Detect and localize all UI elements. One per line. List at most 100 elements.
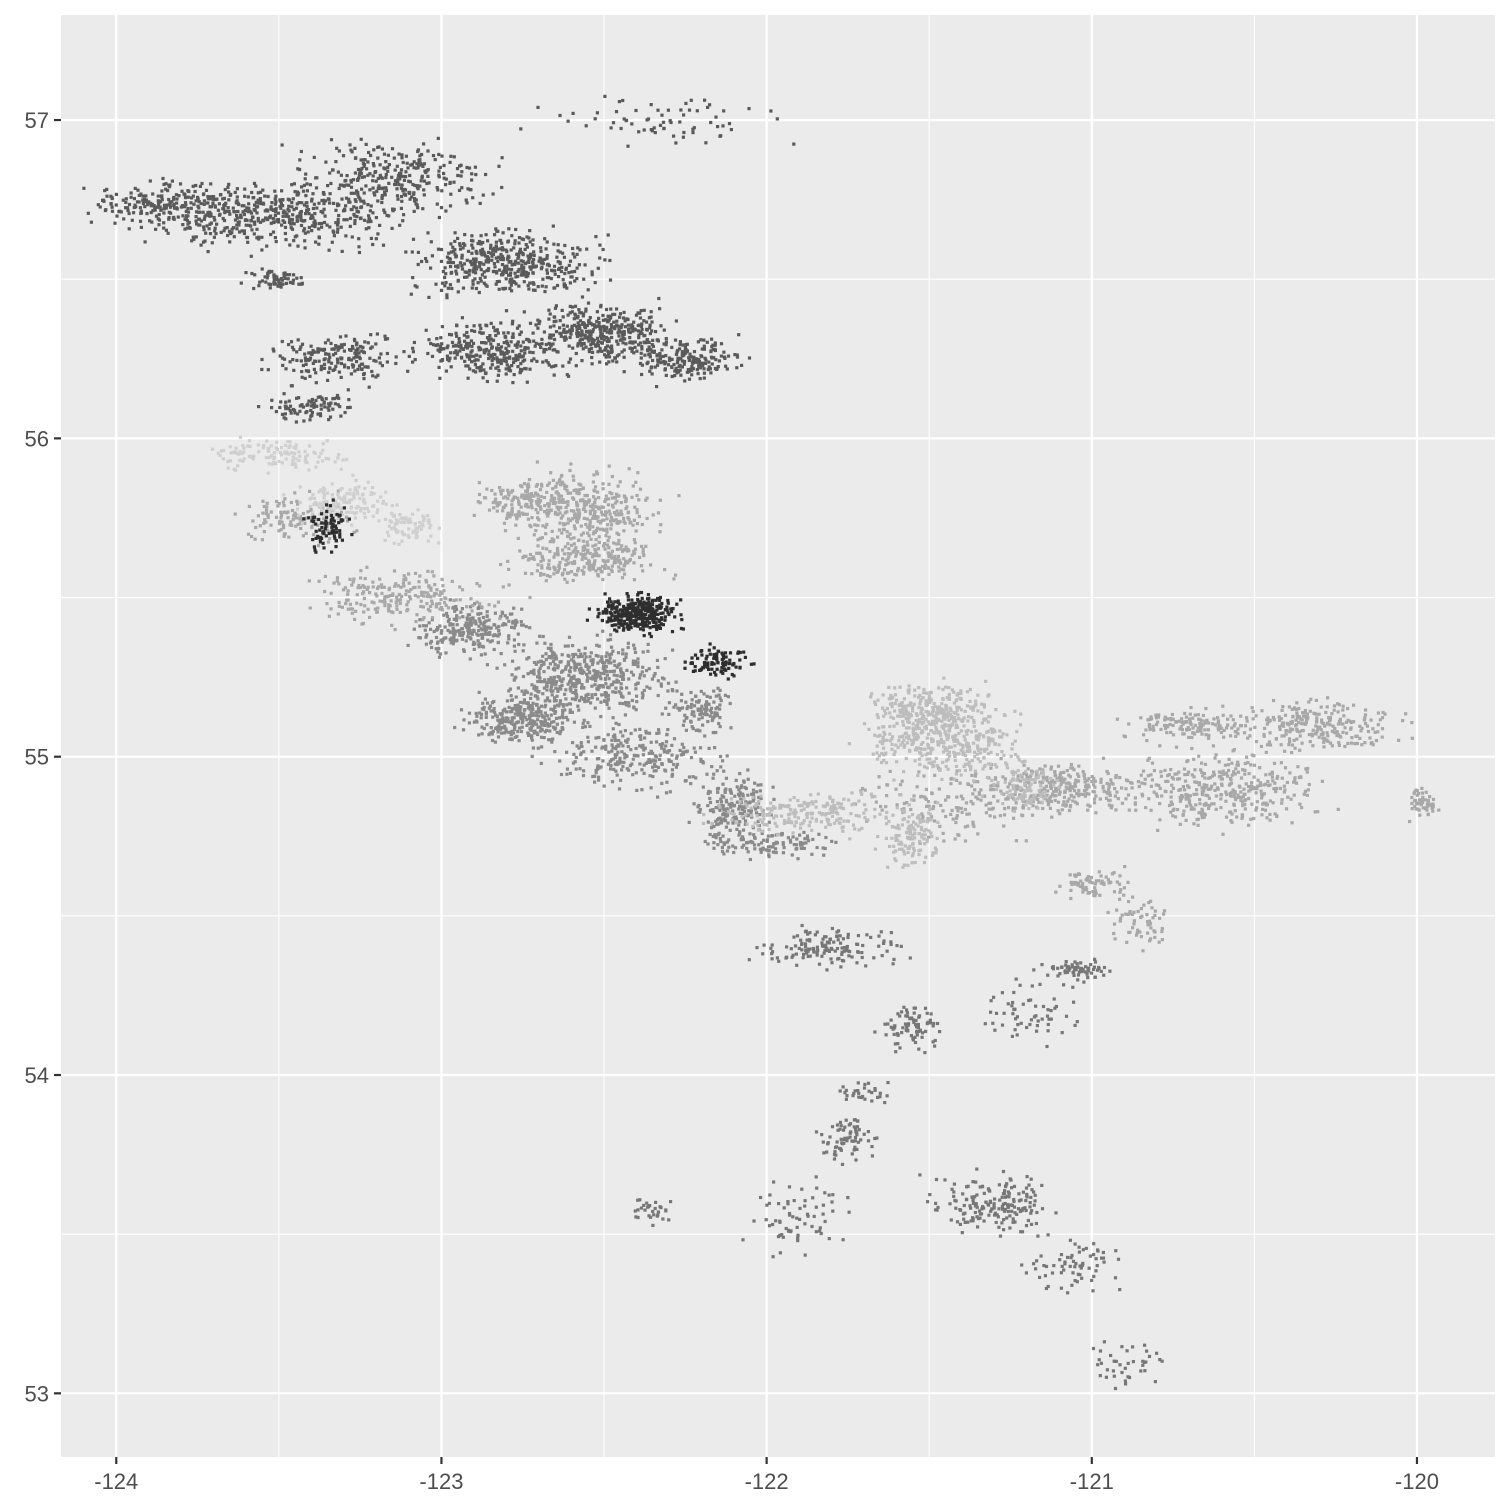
data-point <box>609 329 614 333</box>
data-point <box>772 797 776 801</box>
data-point <box>89 220 93 224</box>
data-point <box>567 673 571 677</box>
data-point <box>451 344 456 348</box>
data-point <box>303 376 307 380</box>
data-point <box>494 713 498 717</box>
data-point <box>340 249 344 253</box>
data-point <box>252 181 257 185</box>
data-point <box>425 633 429 637</box>
data-point <box>690 702 694 707</box>
data-point <box>452 180 456 184</box>
data-point <box>300 375 304 379</box>
data-point <box>214 197 218 202</box>
data-point <box>749 809 753 813</box>
data-point <box>650 372 654 376</box>
data-point <box>572 720 576 724</box>
data-point <box>575 665 579 669</box>
data-point <box>558 702 562 706</box>
data-point <box>529 711 533 715</box>
data-point <box>502 353 506 357</box>
data-point <box>620 576 625 580</box>
data-point <box>126 208 130 212</box>
data-point <box>324 199 328 203</box>
data-point <box>741 792 745 796</box>
data-point <box>399 174 403 178</box>
data-point <box>645 341 649 345</box>
data-point <box>578 319 583 323</box>
data-point <box>119 210 123 214</box>
data-point <box>536 326 540 330</box>
data-point <box>376 232 380 236</box>
data-point <box>605 362 609 366</box>
data-point <box>607 659 611 663</box>
data-point <box>601 685 605 689</box>
data-point <box>539 482 544 486</box>
data-point <box>608 328 612 332</box>
data-point <box>167 210 171 214</box>
data-point <box>149 201 153 205</box>
data-point <box>607 572 611 576</box>
data-point <box>503 719 507 723</box>
data-point <box>300 342 305 346</box>
data-point <box>354 360 359 364</box>
data-point <box>617 663 621 667</box>
data-point <box>503 358 507 362</box>
data-point <box>450 286 454 291</box>
data-point <box>483 627 487 632</box>
data-point <box>259 190 263 194</box>
data-point <box>639 351 643 355</box>
data-point <box>492 262 496 266</box>
data-point <box>529 696 533 700</box>
data-point <box>660 348 664 352</box>
data-point <box>616 331 620 335</box>
data-point <box>183 201 188 205</box>
data-point <box>467 613 472 617</box>
data-point <box>518 549 522 553</box>
data-point <box>656 358 660 362</box>
data-point <box>617 100 621 104</box>
data-point <box>603 693 607 697</box>
data-point <box>310 413 314 417</box>
data-point <box>445 293 449 297</box>
data-point <box>575 266 579 270</box>
data-point <box>661 120 666 124</box>
data-point <box>535 359 539 363</box>
data-point <box>556 492 560 496</box>
data-point <box>798 833 802 837</box>
data-point <box>719 342 724 346</box>
data-point <box>670 753 674 757</box>
data-point <box>623 756 627 760</box>
data-point <box>285 273 289 277</box>
data-point <box>609 633 613 637</box>
data-point <box>396 173 401 178</box>
data-point <box>336 227 340 231</box>
data-point <box>242 229 246 233</box>
data-point <box>615 323 619 327</box>
data-point <box>286 406 291 411</box>
data-point <box>588 523 592 527</box>
data-point <box>462 718 466 722</box>
data-point <box>692 714 696 718</box>
data-point <box>560 473 564 478</box>
data-point <box>708 367 712 371</box>
data-point <box>494 240 498 244</box>
data-point <box>580 557 584 562</box>
data-point <box>474 353 478 357</box>
data-point <box>570 517 574 521</box>
data-point <box>537 669 541 673</box>
data-point <box>590 270 594 274</box>
data-point <box>596 350 600 354</box>
data-point <box>451 642 455 646</box>
data-point <box>431 154 436 158</box>
data-point <box>452 617 456 621</box>
data-point <box>576 344 580 348</box>
data-point <box>654 759 658 763</box>
data-point <box>615 760 620 764</box>
data-point <box>632 705 636 709</box>
data-point <box>616 554 620 558</box>
data-point <box>603 258 607 262</box>
data-point <box>479 279 483 283</box>
data-point <box>455 351 460 355</box>
data-point <box>383 337 388 341</box>
data-point <box>521 259 525 263</box>
